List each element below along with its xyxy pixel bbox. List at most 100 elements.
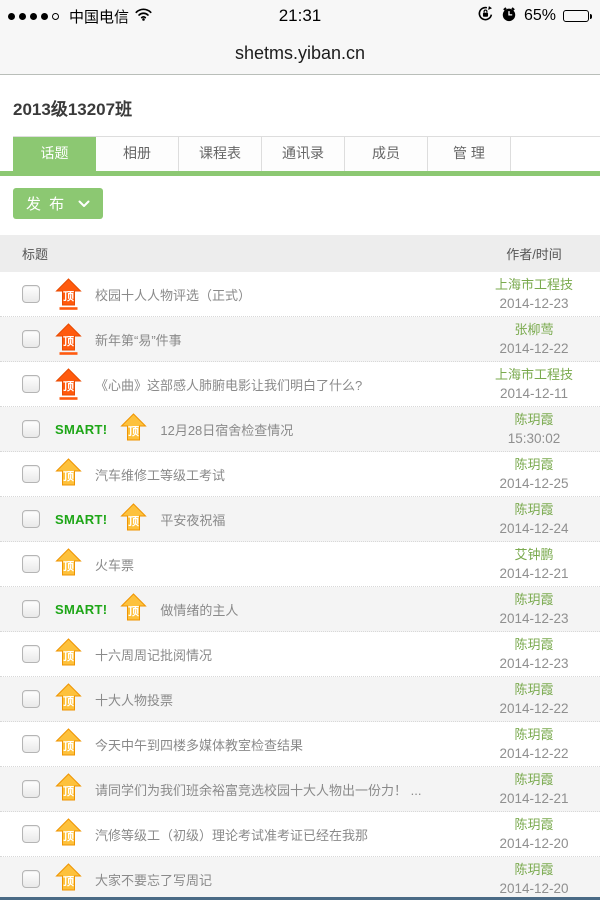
topic-meta: 陈玥霞 15:30:02 — [478, 410, 590, 448]
topic-title-link[interactable]: 十大人物投票 — [95, 692, 174, 708]
topic-time: 2014-12-25 — [499, 476, 569, 491]
topic-time: 2014-12-21 — [499, 791, 569, 806]
topic-author-link[interactable]: 陈玥霞 — [514, 412, 554, 427]
row-checkbox[interactable] — [22, 420, 40, 438]
row-checkbox[interactable] — [22, 330, 40, 348]
row-checkbox[interactable] — [22, 825, 40, 843]
topic-author-link[interactable]: 上海市工程技 — [494, 277, 573, 292]
row-checkbox[interactable] — [22, 870, 40, 888]
topic-row: 顶 今天中午到四楼多媒体教室检查结果 陈玥霞 2014-12-22 — [0, 722, 600, 767]
topic-author-link[interactable]: 陈玥霞 — [514, 772, 554, 787]
top-pinned-icon: 顶 — [55, 818, 82, 850]
row-checkbox[interactable] — [22, 285, 40, 303]
alarm-icon — [501, 6, 517, 27]
tab-5[interactable]: 管 理 — [428, 137, 511, 171]
row-checkbox[interactable] — [22, 690, 40, 708]
address-bar[interactable]: shetms.yiban.cn — [0, 32, 600, 74]
topic-author-link[interactable]: 陈玥霞 — [514, 817, 554, 832]
topic-title-link[interactable]: 火车票 — [95, 557, 135, 573]
topic-meta: 陈玥霞 2014-12-21 — [478, 770, 590, 808]
topic-time: 2014-12-23 — [499, 296, 569, 311]
topic-title-link[interactable]: 平安夜祝福 — [160, 512, 226, 528]
top-pinned-icon: 顶 — [55, 638, 82, 670]
row-checkbox[interactable] — [22, 510, 40, 528]
topic-author-link[interactable]: 陈玥霞 — [514, 682, 554, 697]
tab-3[interactable]: 通讯录 — [262, 137, 345, 171]
topic-meta: 上海市工程技 2014-12-11 — [478, 365, 590, 403]
topic-meta: 艾钟鹏 2014-12-21 — [478, 545, 590, 583]
topic-meta: 陈玥霞 2014-12-24 — [478, 500, 590, 538]
topic-meta: 陈玥霞 2014-12-22 — [478, 725, 590, 763]
topic-author-link[interactable]: 张柳莺 — [514, 322, 554, 337]
tab-4[interactable]: 成员 — [345, 137, 428, 171]
header-author-col: 作者/时间 — [506, 247, 562, 262]
topic-row: 顶 汽车维修工等级工考试 陈玥霞 2014-12-25 — [0, 452, 600, 497]
tab-underline — [0, 171, 600, 176]
topic-author-link[interactable]: 陈玥霞 — [514, 457, 554, 472]
row-checkbox[interactable] — [22, 645, 40, 663]
publish-label: 发 布 — [26, 196, 67, 213]
row-checkbox[interactable] — [22, 735, 40, 753]
topic-author-link[interactable]: 陈玥霞 — [514, 727, 554, 742]
carrier-label: 中国电信 — [69, 8, 130, 26]
top-pinned-icon: 顶 — [55, 773, 82, 805]
row-checkbox[interactable] — [22, 375, 40, 393]
topic-title-link[interactable]: 汽修等级工（初级）理论考试准考证已经在我那 — [95, 827, 369, 843]
topic-author-link[interactable]: 上海市工程技 — [494, 367, 573, 382]
topic-time: 2014-12-22 — [499, 341, 569, 356]
topic-title-link[interactable]: 请同学们为我们班余裕富竞选校园十大人物出一份力！ ... — [95, 782, 422, 798]
tab-0[interactable]: 话题 — [13, 137, 96, 171]
svg-text:顶: 顶 — [63, 785, 74, 798]
topic-row: 顶 《心曲》这部感人肺腑电影让我们明白了什么? 上海市工程技 2014-12-1… — [0, 362, 600, 407]
topic-title-link[interactable]: 十六周周记批阅情况 — [95, 647, 213, 663]
topic-time: 2014-12-20 — [499, 836, 569, 851]
topic-title-link[interactable]: 《心曲》这部感人肺腑电影让我们明白了什么? — [95, 377, 363, 393]
top-pinned-icon: 顶 — [55, 278, 82, 310]
topic-row: 顶 新年第“易”件事 张柳莺 2014-12-22 — [0, 317, 600, 362]
svg-text:顶: 顶 — [63, 380, 74, 393]
status-bar: 中国电信 21:31 — [0, 0, 600, 32]
topic-table: 标题 作者/时间 顶 校园十人人物评选（正式） 上海市工程技 2014-12-2… — [0, 235, 600, 900]
topic-title-link[interactable]: 做情绪的主人 — [160, 602, 239, 618]
topic-row: 顶 十六周周记批阅情况 陈玥霞 2014-12-23 — [0, 632, 600, 677]
topic-author-link[interactable]: 陈玥霞 — [514, 592, 554, 607]
topic-author-link[interactable]: 陈玥霞 — [514, 862, 554, 877]
topic-title-link[interactable]: 12月28日宿舍检查情况 — [160, 422, 294, 438]
battery-percent-label: 65% — [523, 7, 556, 24]
topic-row: 顶 汽修等级工（初级）理论考试准考证已经在我那 陈玥霞 2014-12-20 — [0, 812, 600, 857]
topic-title-link[interactable]: 大家不要忘了写周记 — [95, 872, 213, 888]
row-checkbox[interactable] — [22, 555, 40, 573]
row-checkbox[interactable] — [22, 465, 40, 483]
tab-1[interactable]: 相册 — [96, 137, 179, 171]
topic-author-link[interactable]: 艾钟鹏 — [514, 547, 554, 562]
topic-title-link[interactable]: 校园十人人物评选（正式） — [95, 287, 252, 303]
topic-row: 顶 大家不要忘了写周记 陈玥霞 2014-12-20 — [0, 857, 600, 900]
svg-text:顶: 顶 — [63, 650, 74, 663]
top-pinned-icon: 顶 — [55, 863, 82, 895]
topic-author-link[interactable]: 陈玥霞 — [514, 637, 554, 652]
topic-author-link[interactable]: 陈玥霞 — [514, 502, 554, 517]
topic-time: 2014-12-22 — [499, 701, 569, 716]
topic-title-link[interactable]: 今天中午到四楼多媒体教室检查结果 — [95, 737, 304, 753]
top-pinned-icon: 顶 — [55, 728, 82, 760]
topic-time: 2014-12-24 — [499, 521, 569, 536]
topic-row: SMART! 顶 做情绪的主人 陈玥霞 2014-12-23 — [0, 587, 600, 632]
topic-row: SMART! 顶 12月28日宿舍检查情况 陈玥霞 15:30:02 — [0, 407, 600, 452]
svg-text:顶: 顶 — [63, 560, 74, 573]
topic-title-link[interactable]: 新年第“易”件事 — [95, 332, 182, 348]
topic-row: 顶 火车票 艾钟鹏 2014-12-21 — [0, 542, 600, 587]
topic-list: 顶 校园十人人物评选（正式） 上海市工程技 2014-12-23 顶 新年第“易… — [0, 272, 600, 900]
svg-text:顶: 顶 — [63, 875, 74, 888]
tab-2[interactable]: 课程表 — [179, 137, 262, 171]
topic-meta: 陈玥霞 2014-12-20 — [478, 815, 590, 853]
top-pinned-icon: 顶 — [55, 548, 82, 580]
row-checkbox[interactable] — [22, 780, 40, 798]
screen-bottom-edge — [0, 897, 600, 900]
row-checkbox[interactable] — [22, 600, 40, 618]
topic-time: 2014-12-22 — [499, 746, 569, 761]
topic-row: 顶 校园十人人物评选（正式） 上海市工程技 2014-12-23 — [0, 272, 600, 317]
topic-row: 顶 十大人物投票 陈玥霞 2014-12-22 — [0, 677, 600, 722]
svg-text:顶: 顶 — [128, 425, 139, 438]
publish-button[interactable]: 发 布 — [13, 188, 104, 219]
topic-title-link[interactable]: 汽车维修工等级工考试 — [95, 467, 226, 483]
